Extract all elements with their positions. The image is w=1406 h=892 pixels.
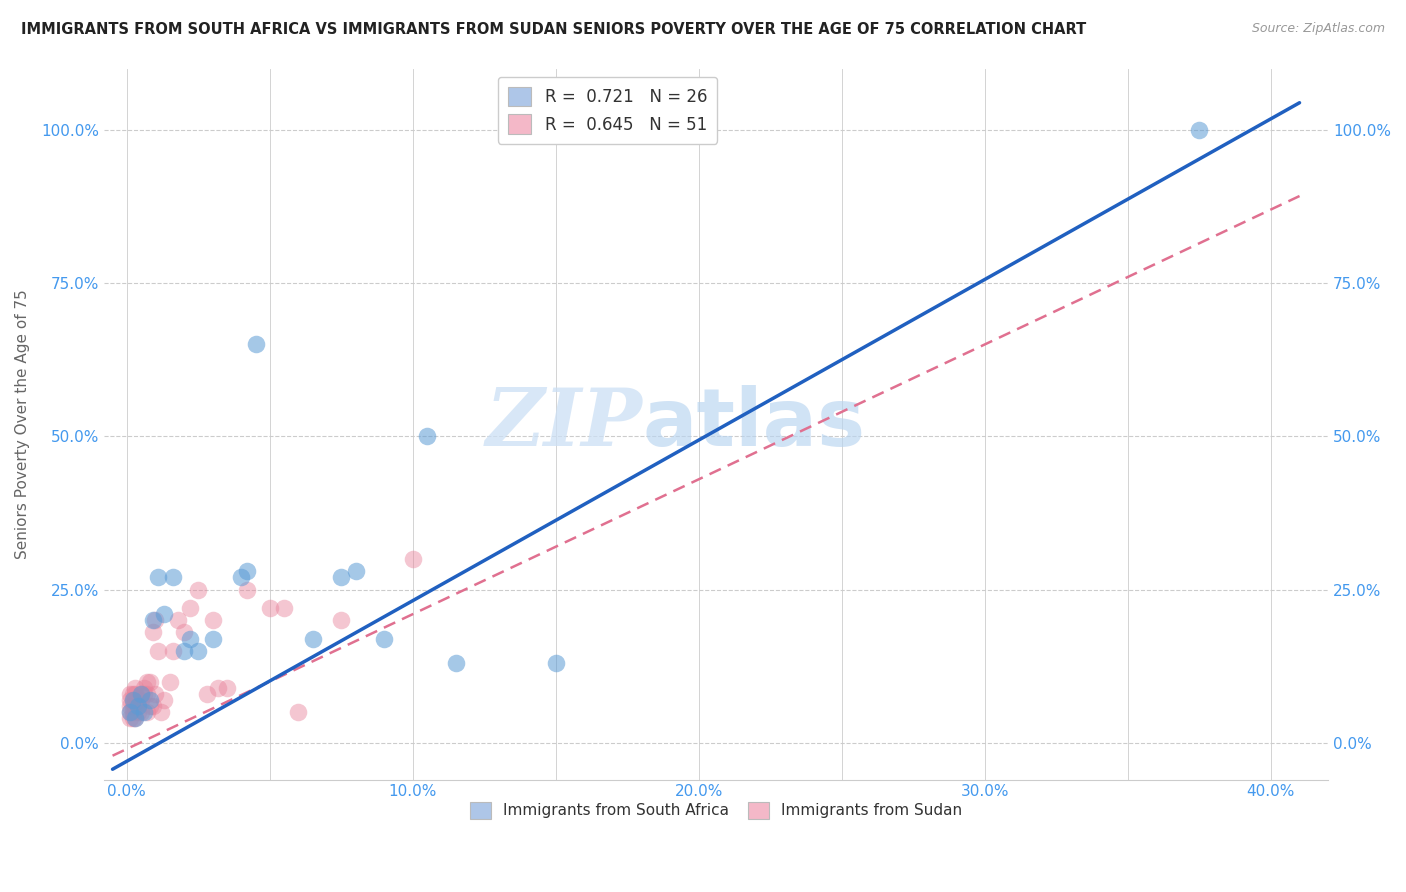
Point <box>201 632 224 646</box>
Point <box>121 711 143 725</box>
Point <box>148 570 170 584</box>
Point <box>127 699 149 714</box>
Point <box>124 699 146 714</box>
Point <box>129 687 152 701</box>
Point <box>135 705 157 719</box>
Point <box>118 705 141 719</box>
Point <box>373 632 395 646</box>
Point <box>259 601 281 615</box>
Point <box>544 656 567 670</box>
Point <box>245 337 267 351</box>
Y-axis label: Seniors Poverty Over the Age of 75: Seniors Poverty Over the Age of 75 <box>15 289 30 559</box>
Point <box>159 674 181 689</box>
Point <box>121 693 143 707</box>
Legend: Immigrants from South Africa, Immigrants from Sudan: Immigrants from South Africa, Immigrants… <box>464 796 969 825</box>
Point <box>118 711 141 725</box>
Point <box>138 699 160 714</box>
Point <box>142 613 165 627</box>
Point <box>179 601 201 615</box>
Point <box>124 681 146 695</box>
Point <box>236 564 259 578</box>
Point <box>121 705 143 719</box>
Point <box>145 613 167 627</box>
Point <box>179 632 201 646</box>
Point <box>444 656 467 670</box>
Point <box>118 699 141 714</box>
Point <box>127 693 149 707</box>
Point <box>121 699 143 714</box>
Point <box>173 625 195 640</box>
Point <box>132 705 155 719</box>
Point <box>121 693 143 707</box>
Point <box>121 687 143 701</box>
Point <box>124 693 146 707</box>
Point <box>330 570 353 584</box>
Point <box>201 613 224 627</box>
Point <box>215 681 238 695</box>
Point <box>148 644 170 658</box>
Point <box>124 711 146 725</box>
Point <box>150 705 173 719</box>
Point <box>132 681 155 695</box>
Point <box>207 681 229 695</box>
Text: atlas: atlas <box>643 385 866 463</box>
Point <box>129 687 152 701</box>
Point <box>162 644 184 658</box>
Point <box>162 570 184 584</box>
Point <box>138 693 160 707</box>
Point <box>118 705 141 719</box>
Point <box>118 693 141 707</box>
Point <box>344 564 367 578</box>
Point <box>416 429 439 443</box>
Point <box>127 705 149 719</box>
Point <box>273 601 295 615</box>
Point <box>301 632 323 646</box>
Point <box>135 687 157 701</box>
Point <box>173 644 195 658</box>
Point <box>153 693 176 707</box>
Text: Source: ZipAtlas.com: Source: ZipAtlas.com <box>1251 22 1385 36</box>
Point <box>287 705 309 719</box>
Point <box>124 687 146 701</box>
Text: IMMIGRANTS FROM SOUTH AFRICA VS IMMIGRANTS FROM SUDAN SENIORS POVERTY OVER THE A: IMMIGRANTS FROM SOUTH AFRICA VS IMMIGRAN… <box>21 22 1087 37</box>
Point <box>330 613 353 627</box>
Text: ZIP: ZIP <box>485 385 643 463</box>
Point <box>129 693 152 707</box>
Point <box>153 607 176 621</box>
Point <box>145 687 167 701</box>
Point <box>231 570 253 584</box>
Point <box>167 613 190 627</box>
Point <box>195 687 218 701</box>
Point <box>135 674 157 689</box>
Point <box>402 552 425 566</box>
Point <box>142 699 165 714</box>
Point <box>187 582 209 597</box>
Point <box>236 582 259 597</box>
Point <box>118 687 141 701</box>
Point <box>127 699 149 714</box>
Point <box>142 625 165 640</box>
Point <box>124 711 146 725</box>
Point <box>138 674 160 689</box>
Point <box>132 687 155 701</box>
Point <box>187 644 209 658</box>
Point <box>1188 123 1211 137</box>
Point <box>129 705 152 719</box>
